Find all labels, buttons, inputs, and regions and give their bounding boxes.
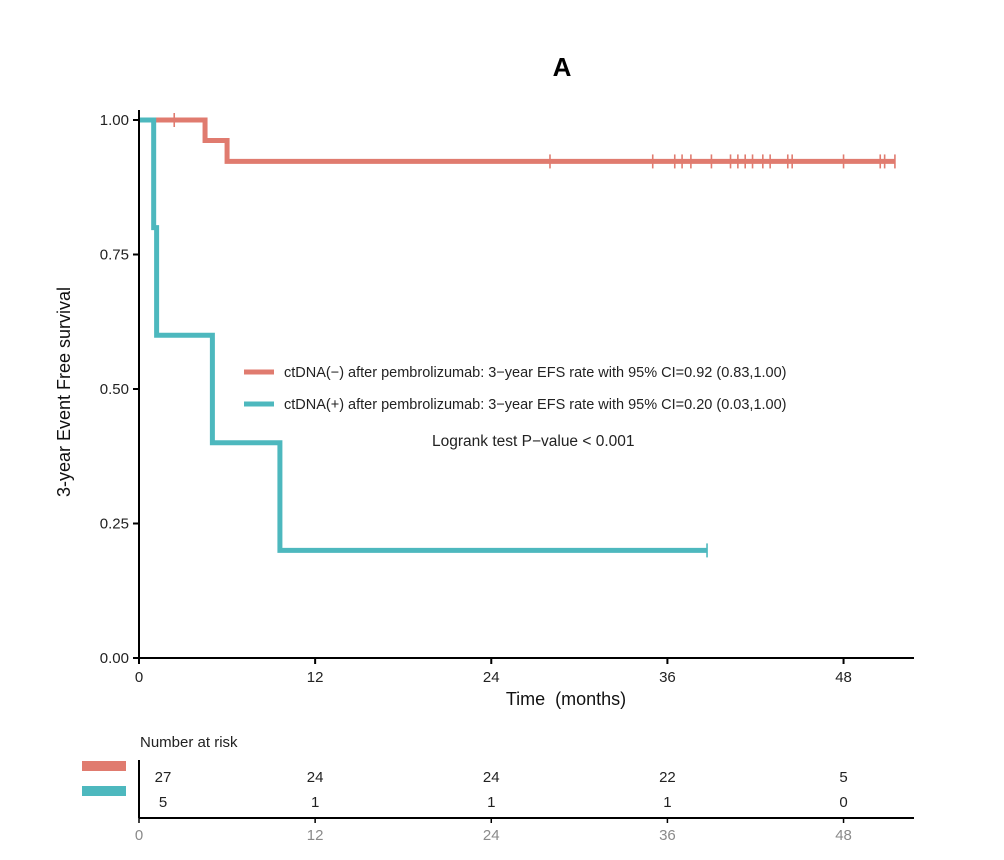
risk-count: 5 bbox=[839, 769, 847, 786]
risk-count: 24 bbox=[483, 769, 500, 786]
risk-table: Number at risk 27 24 24 22 5 5 1 1 1 0 0 12 24 36 48 bbox=[82, 734, 914, 844]
legend-label-ctdna-positive: ctDNA(+) after pembrolizumab: 3−year EFS… bbox=[284, 397, 787, 413]
risk-x-tick-label: 12 bbox=[307, 827, 324, 844]
risk-count: 1 bbox=[311, 794, 319, 811]
y-tick-label: 0.75 bbox=[100, 247, 129, 264]
x-axis-title: Time (months) bbox=[506, 689, 626, 709]
x-tick-label: 36 bbox=[659, 669, 676, 686]
risk-counts: 27 24 24 22 5 5 1 1 1 0 bbox=[155, 769, 848, 811]
risk-count: 1 bbox=[663, 794, 671, 811]
legend: ctDNA(−) after pembrolizumab: 3−year EFS… bbox=[244, 365, 787, 413]
x-tick-label: 24 bbox=[483, 669, 500, 686]
x-tick-label: 48 bbox=[835, 669, 852, 686]
x-axis-ticks: 0 12 24 36 48 bbox=[135, 658, 852, 686]
legend-label-ctdna-negative: ctDNA(−) after pembrolizumab: 3−year EFS… bbox=[284, 365, 787, 381]
logrank-annotation: Logrank test P−value < 0.001 bbox=[432, 433, 635, 450]
y-tick-label: 0.50 bbox=[100, 381, 129, 398]
risk-x-tick-label: 36 bbox=[659, 827, 676, 844]
risk-table-title: Number at risk bbox=[140, 734, 238, 751]
risk-count: 1 bbox=[487, 794, 495, 811]
risk-count: 22 bbox=[659, 769, 676, 786]
y-tick-label: 0.00 bbox=[100, 650, 129, 667]
survival-curve-ctdna-positive bbox=[139, 117, 708, 553]
risk-x-tick-label: 0 bbox=[135, 827, 143, 844]
risk-row-swatch-ctdna-negative bbox=[82, 761, 126, 771]
y-axis-title: 3-year Event Free survival bbox=[54, 287, 74, 497]
y-tick-label: 1.00 bbox=[100, 112, 129, 129]
y-tick-label: 0.25 bbox=[100, 516, 129, 533]
survival-curve-ctdna-negative bbox=[139, 117, 895, 164]
risk-count: 0 bbox=[839, 794, 847, 811]
risk-row-swatch-ctdna-positive bbox=[82, 786, 126, 796]
plot-area: 0.00 0.25 0.50 0.75 1.00 0 12 24 36 48 bbox=[100, 110, 914, 686]
risk-count: 5 bbox=[159, 794, 167, 811]
y-axis-ticks: 0.00 0.25 0.50 0.75 1.00 bbox=[100, 112, 139, 667]
x-tick-label: 12 bbox=[307, 669, 324, 686]
censor-marks bbox=[173, 113, 896, 558]
risk-x-tick-label: 24 bbox=[483, 827, 500, 844]
survival-curves bbox=[139, 117, 895, 553]
risk-count: 24 bbox=[307, 769, 324, 786]
x-tick-label: 0 bbox=[135, 669, 143, 686]
risk-count: 27 bbox=[155, 769, 172, 786]
risk-x-tick-label: 48 bbox=[835, 827, 852, 844]
chart-title: A bbox=[553, 52, 572, 82]
risk-table-x-ticks: 0 12 24 36 48 bbox=[135, 818, 852, 844]
